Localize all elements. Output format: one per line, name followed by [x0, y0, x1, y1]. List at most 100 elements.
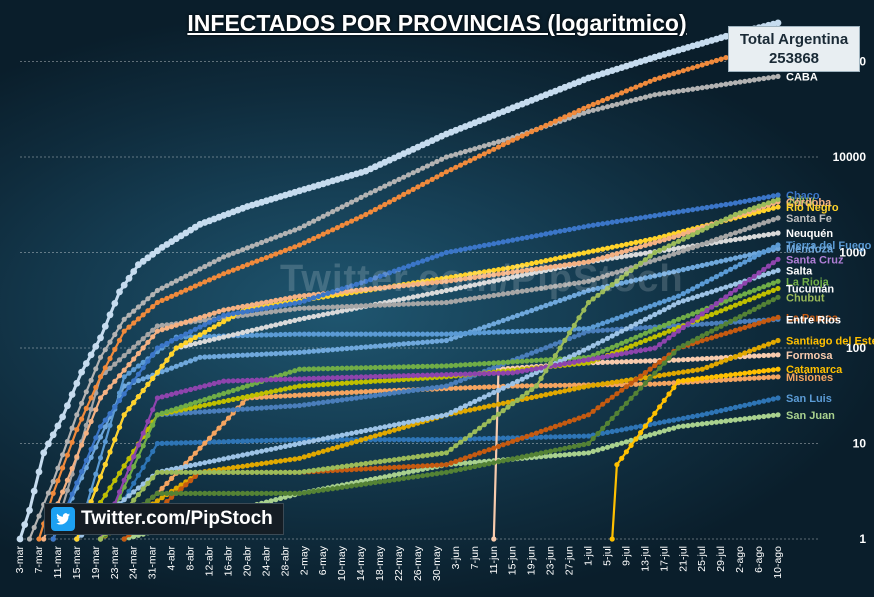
data-point: [363, 286, 369, 292]
data-point: [671, 71, 677, 77]
series-end-label: Santiago del Estero: [786, 335, 874, 347]
data-point: [424, 415, 430, 422]
data-point: [372, 479, 378, 486]
data-point: [623, 241, 630, 247]
data-point: [761, 201, 767, 208]
data-point: [420, 363, 426, 369]
twitter-handle-badge[interactable]: Twitter.com/PipStoch: [44, 503, 284, 535]
data-point: [183, 410, 189, 416]
data-point: [505, 316, 511, 322]
data-point: [713, 326, 720, 332]
data-point: [306, 238, 312, 244]
data-point: [126, 474, 132, 480]
data-point: [614, 315, 620, 321]
data-point: [713, 301, 720, 307]
data-point: [249, 490, 255, 496]
data-point: [372, 459, 378, 465]
data-point: [775, 352, 781, 358]
data-point: [761, 343, 767, 349]
data-point: [619, 328, 625, 334]
data-point: [429, 462, 435, 468]
data-point: [491, 402, 497, 408]
data-point: [107, 384, 113, 390]
data-point: [467, 432, 473, 438]
data-point: [135, 261, 142, 269]
data-point: [173, 440, 179, 446]
data-point: [183, 482, 189, 488]
data-point: [628, 216, 634, 222]
data-point: [263, 238, 269, 244]
data-point: [202, 402, 208, 408]
data-point: [453, 436, 459, 442]
data-point: [519, 133, 525, 139]
data-point: [401, 470, 407, 476]
data-point: [728, 405, 734, 412]
data-point: [131, 378, 137, 384]
data-point: [424, 280, 430, 286]
data-point: [334, 309, 340, 315]
data-point: [287, 350, 293, 356]
data-point: [628, 252, 634, 258]
data-point: [216, 425, 222, 431]
data-point: [178, 321, 184, 327]
data-point: [424, 163, 430, 169]
data-point: [87, 351, 95, 359]
x-tick-label: 20-abr: [241, 546, 253, 577]
data-point: [448, 249, 454, 255]
data-point: [538, 357, 544, 363]
data-point: [467, 283, 473, 289]
data-point: [287, 369, 293, 375]
data-point: [472, 361, 478, 367]
data-point: [476, 361, 483, 367]
data-point: [747, 197, 753, 203]
data-point: [135, 371, 141, 377]
data-point: [301, 469, 307, 475]
data-point: [131, 367, 137, 373]
data-point: [642, 433, 649, 439]
data-point: [145, 418, 151, 425]
data-point: [619, 242, 625, 248]
data-point: [405, 455, 412, 461]
data-point: [315, 348, 322, 354]
data-point: [249, 260, 255, 266]
data-point: [709, 238, 715, 244]
data-point: [543, 392, 549, 398]
data-point: [462, 460, 468, 466]
data-point: [353, 374, 359, 380]
data-point: [405, 423, 412, 429]
data-point: [742, 370, 748, 376]
data-point: [244, 308, 250, 314]
data-point: [154, 369, 160, 375]
data-point: [225, 311, 232, 318]
data-point: [590, 296, 596, 302]
data-point: [349, 331, 355, 337]
data-point: [368, 427, 374, 433]
data-point: [353, 197, 359, 203]
data-point: [775, 412, 781, 418]
data-point: [315, 313, 322, 319]
data-point: [600, 246, 606, 252]
data-point: [756, 196, 762, 202]
data-point: [278, 458, 284, 464]
data-point: [704, 364, 710, 370]
data-point: [424, 331, 430, 337]
data-point: [742, 291, 748, 297]
data-point: [633, 215, 639, 222]
data-point: [467, 371, 473, 377]
data-point: [694, 376, 701, 382]
data-point: [671, 385, 677, 391]
data-point: [458, 362, 464, 368]
data-point: [178, 342, 184, 348]
y-tick-label: 1: [859, 532, 866, 546]
x-tick-label: 11-mar: [52, 546, 64, 579]
data-point: [619, 440, 625, 446]
data-point: [405, 282, 412, 288]
data-point: [401, 341, 407, 347]
data-point: [278, 469, 284, 475]
data-point: [349, 430, 355, 436]
data-point: [737, 228, 743, 234]
data-point: [642, 257, 649, 263]
data-point: [524, 267, 530, 273]
data-point: [761, 249, 767, 255]
data-point: [386, 302, 393, 308]
